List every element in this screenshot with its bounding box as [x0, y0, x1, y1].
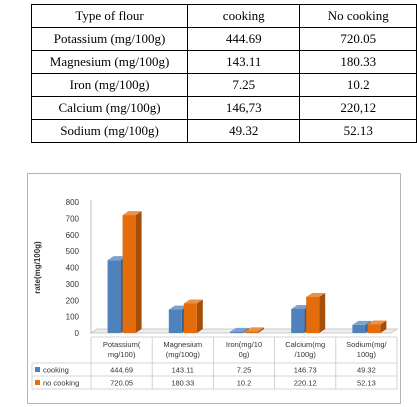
- no-cooking-value: 52.13: [299, 119, 417, 143]
- y-tick-label: 200: [66, 296, 80, 305]
- table-row: Magnesium (mg/100g) 143.11 180.33: [30, 50, 417, 74]
- data-label: 10.2: [237, 379, 252, 388]
- no-cooking-value: 720.05: [299, 27, 417, 51]
- header-type-of-flour: Type of flour: [30, 4, 189, 28]
- x-tick-label: Magnesium (mg/100g): [163, 340, 202, 359]
- bar: [245, 331, 258, 333]
- y-tick-label: 700: [66, 214, 80, 223]
- y-tick-label: 600: [66, 231, 80, 240]
- x-tick-label: Iron(mg/10 0g): [226, 340, 262, 359]
- data-label: 143.11: [172, 366, 194, 375]
- table-row: Potassium (mg/100g) 444.69 720.05: [30, 27, 417, 51]
- table-header-row: Type of flour cooking No cooking: [30, 4, 417, 28]
- bar-top: [367, 320, 387, 325]
- bar-side: [243, 327, 249, 333]
- bar-top: [245, 327, 264, 332]
- bar: [291, 308, 305, 333]
- data-label: 49.32: [357, 366, 376, 375]
- chart-frame: 0 100 200 300 400 500 600 700 800 rate(mg/100g) Po…: [27, 173, 401, 404]
- legend-label: cooking: [43, 366, 69, 375]
- y-axis-title: rate(mg/100g): [33, 241, 42, 294]
- x-tick-label: Sodium(mg/100g): [346, 340, 387, 359]
- no-cooking-value: 220,12: [299, 96, 417, 120]
- data-label: 52.13: [357, 379, 376, 388]
- bar-top: [107, 256, 127, 261]
- table-row: Iron (mg/100g) 7.25 10.2: [30, 73, 417, 97]
- data-label: 146.73: [294, 366, 317, 375]
- bar: [306, 296, 320, 333]
- bar-top: [291, 304, 311, 309]
- data-label: 220.12: [294, 379, 317, 388]
- bar-side: [135, 211, 142, 333]
- bar-top: [306, 292, 326, 297]
- no-cooking-value: 180.33: [299, 50, 417, 74]
- row-label: Potassium (mg/100g): [30, 27, 189, 51]
- cooking-value: 7.25: [187, 73, 301, 97]
- cooking-value: 143.11: [187, 50, 301, 74]
- y-tick-label: 300: [66, 280, 80, 289]
- y-tick-label: 0: [75, 329, 80, 338]
- bar: [352, 324, 366, 333]
- cooking-value: 146,73: [187, 96, 301, 120]
- table-row: Calcium (mg/100g) 146,73 220,12: [30, 96, 417, 120]
- flour-mineral-table: Type of flour cooking No cooking Potassi…: [30, 4, 417, 143]
- x-tick-label: Potassium(mg/100): [103, 340, 141, 359]
- row-label: Sodium (mg/100g): [30, 119, 189, 143]
- legend-swatch: [35, 367, 40, 372]
- bar-side: [258, 327, 264, 333]
- bar: [122, 215, 136, 333]
- bar-side: [196, 299, 203, 333]
- no-cooking-value: 10.2: [299, 73, 417, 97]
- bar: [183, 303, 197, 333]
- row-label: Calcium (mg/100g): [30, 96, 189, 120]
- row-label: Iron (mg/100g): [30, 73, 189, 97]
- y-tick-label: 400: [66, 264, 80, 273]
- data-label: 444.69: [110, 366, 133, 375]
- table-row: Sodium (mg/100g) 49.32 52.13: [30, 119, 417, 143]
- legend-swatch: [35, 380, 40, 385]
- bar: [230, 331, 243, 333]
- data-label: 7.25: [237, 366, 252, 375]
- data-label: 720.05: [110, 379, 133, 388]
- bar-top: [352, 320, 372, 325]
- row-label: Magnesium (mg/100g): [30, 50, 189, 74]
- y-tick-label: 500: [66, 247, 80, 256]
- bar-top: [230, 327, 249, 332]
- y-tick-label: 800: [66, 198, 80, 207]
- bar: [107, 260, 121, 333]
- legend-label: no cooking: [43, 379, 79, 388]
- x-tick-label: Calcium(mg/100g): [285, 340, 325, 359]
- bar: [168, 309, 182, 333]
- bar: [367, 324, 381, 333]
- header-cooking: cooking: [187, 4, 301, 28]
- bar-top: [122, 211, 142, 216]
- y-tick-label: 100: [66, 313, 80, 322]
- bar-top: [183, 299, 203, 304]
- bar-top: [168, 305, 188, 310]
- cooking-value: 49.32: [187, 119, 301, 143]
- bar-chart: 0 100 200 300 400 500 600 700 800 rate(mg/100g) Po…: [31, 198, 399, 390]
- bar-side: [319, 292, 326, 333]
- cooking-value: 444.69: [187, 27, 301, 51]
- bar-side: [380, 320, 387, 333]
- header-no-cooking: No cooking: [299, 4, 417, 28]
- data-label: 180.33: [171, 379, 194, 388]
